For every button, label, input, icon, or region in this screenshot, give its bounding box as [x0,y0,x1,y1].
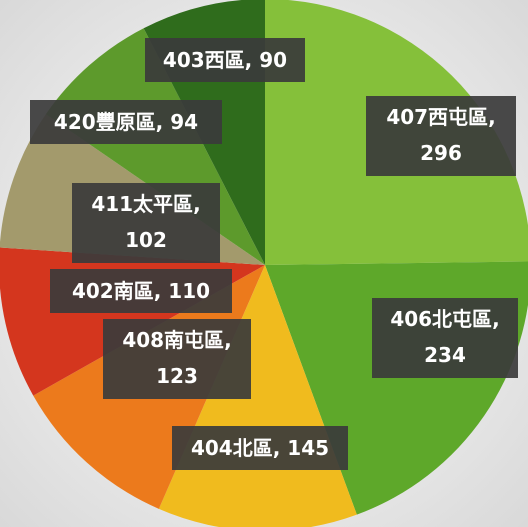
label-category: 408南屯區 [122,328,224,352]
label-category: 404北區 [191,436,273,460]
data-label: 406北屯區, 234 [390,307,499,367]
label-box [145,38,305,82]
data-label: 407西屯區, 296 [386,105,495,165]
label-box [72,183,220,263]
label-category: 406北屯區 [390,307,492,331]
label-value: 234 [424,343,466,367]
label-category: 411太平區 [91,192,193,216]
data-label: 420豐原區, 94 [54,110,198,134]
label-category: 402南區 [72,279,154,303]
label-value: 145 [287,436,329,460]
label-box [30,100,222,144]
data-label: 408南屯區, 123 [122,328,231,388]
label-box [172,426,348,470]
data-label: 404北區, 145 [191,436,329,460]
label-category: 403西區 [163,48,245,72]
label-box [366,96,516,176]
data-label: 411太平區, 102 [91,192,200,252]
label-value: 123 [156,364,198,388]
label-category: 407西屯區 [386,105,488,129]
label-value: 90 [259,48,287,72]
label-box [103,319,251,399]
data-labels: 407西屯區, 296 406北屯區, 234 404北區, 145 408南屯區, 123… [30,38,518,470]
label-value: 296 [420,141,462,165]
label-box [50,269,232,313]
label-box [372,298,518,378]
label-value: 94 [170,110,198,134]
label-value: 102 [125,228,167,252]
data-label: 403西區, 90 [163,48,287,72]
data-label: 402南區, 110 [72,279,210,303]
label-category: 420豐原區 [54,110,156,134]
label-value: 110 [168,279,210,303]
